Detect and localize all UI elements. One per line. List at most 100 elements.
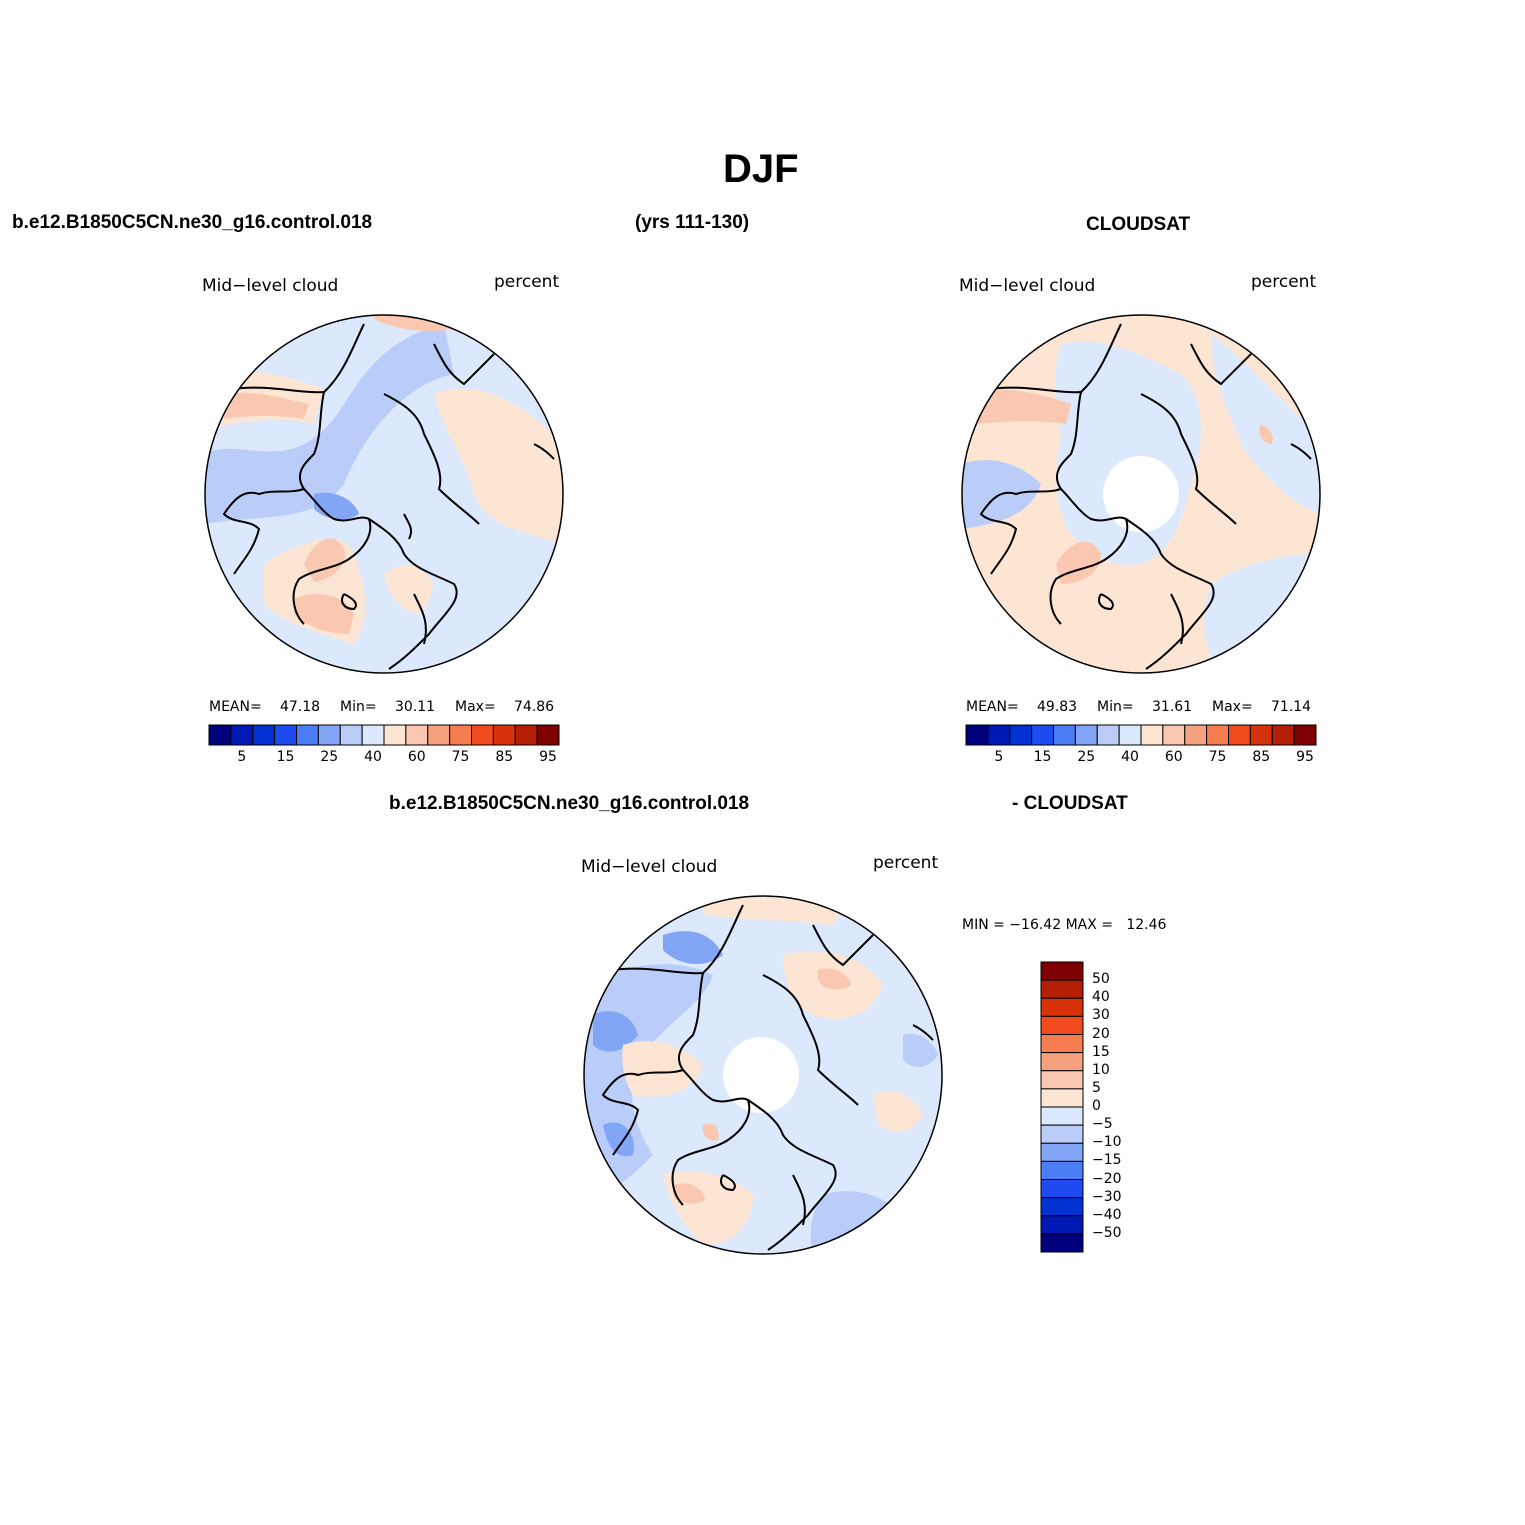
- obs-colorbar-tick-label: 85: [1252, 749, 1271, 765]
- obs-max-value: 71.14: [1271, 699, 1312, 715]
- model-field-salmon-sw: [294, 594, 354, 634]
- obs-colorbar: [965, 724, 1317, 746]
- obs-colorbar-swatch: [1009, 724, 1033, 746]
- diff-colorbar-swatch: [1040, 979, 1084, 999]
- obs-colorbar-tick-label: 40: [1121, 749, 1139, 765]
- diff-field-darkblue-nw: [663, 931, 723, 965]
- model-colorbar-swatch: [361, 724, 385, 746]
- model-max-value: 74.86: [514, 699, 555, 715]
- obs-polar-map: [961, 314, 1321, 674]
- model-colorbar-tick-label: 40: [364, 749, 382, 765]
- model-colorbar-ticks: 5 15 25 40 60 75 85 95: [209, 749, 559, 769]
- model-max-label: Max=: [455, 699, 496, 715]
- obs-colorbar-swatch: [1074, 724, 1098, 746]
- model-polar-map: [204, 314, 564, 674]
- model-min-label: Min=: [340, 699, 377, 715]
- obs-colorbar-swatch: [1053, 724, 1076, 746]
- obs-variable-label: Mid−level cloud: [959, 276, 1096, 296]
- diff-colorbar-tick-label: −15: [1092, 1152, 1122, 1169]
- model-colorbar-swatch: [427, 724, 451, 746]
- diff-field-salmon-ne: [818, 968, 851, 990]
- diff-colorbar: [1040, 961, 1084, 1253]
- diff-colorbar-swatch: [1040, 1106, 1084, 1126]
- diff-missing-pole: [723, 1037, 799, 1113]
- model-field-peach-ne: [434, 388, 563, 544]
- diff-field-salmon-south: [673, 1183, 705, 1204]
- obs-min-label: Min=: [1097, 699, 1134, 715]
- diff-colorbar-tick-label: −30: [1092, 1188, 1122, 1205]
- diff-colorbar-ticks: 50 40 30 20 15 10 5 0 −5 −10 −15 −20 −30 −40 −50: [1092, 962, 1152, 1252]
- obs-colorbar-swatch: [1249, 724, 1273, 746]
- obs-colorbar-tick-label: 15: [1033, 749, 1052, 765]
- obs-colorbar-tick-label: 60: [1164, 749, 1183, 765]
- diff-colorbar-swatch: [1040, 1179, 1084, 1199]
- diff-colorbar-swatch: [1040, 1142, 1084, 1162]
- diff-colorbar-tick-label: 40: [1092, 989, 1110, 1006]
- obs-colorbar-swatch: [1096, 724, 1120, 746]
- model-min-value: 30.11: [395, 699, 436, 715]
- diff-colorbar-tick-label: −10: [1092, 1134, 1122, 1151]
- diff-colorbar-swatch: [1040, 1124, 1084, 1144]
- diff-colorbar-swatch: [1040, 1070, 1084, 1090]
- obs-colorbar-swatch: [1140, 724, 1164, 746]
- diff-colorbar-tick-label: −5: [1092, 1116, 1113, 1133]
- obs-mean-value: 49.83: [1037, 699, 1078, 715]
- diff-colorbar-tick-label: −20: [1092, 1170, 1122, 1187]
- model-field-peach-siberia: [384, 565, 434, 614]
- diff-field-peach-center: [622, 1041, 703, 1097]
- case-name-header: b.e12.B1850C5CN.ne30_g16.control.018: [12, 212, 373, 233]
- diff-colorbar-tick-label: 15: [1092, 1043, 1110, 1060]
- model-colorbar-swatch: [514, 724, 538, 746]
- obs-missing-pole: [1103, 456, 1179, 532]
- diff-colorbar-tick-label: 5: [1092, 1079, 1101, 1096]
- model-field-salmon-nw: [224, 392, 309, 419]
- obs-mean-label: MEAN=: [966, 699, 1019, 715]
- obs-colorbar-swatch: [1184, 724, 1208, 746]
- model-field-blue-band: [205, 324, 454, 524]
- obs-units-label: percent: [1251, 272, 1317, 292]
- model-colorbar-swatch: [252, 724, 276, 746]
- model-colorbar-swatch: [492, 724, 516, 746]
- model-colorbar-tick-label: 5: [237, 749, 247, 765]
- diff-colorbar-tick-label: 20: [1092, 1025, 1110, 1042]
- model-colorbar-tick-label: 85: [495, 749, 514, 765]
- diff-colorbar-swatch: [1040, 1160, 1084, 1180]
- diff-minmax-label: MIN = −16.42 MAX = 12.46: [962, 917, 1167, 933]
- model-colorbar-tick-label: 60: [407, 749, 426, 765]
- diff-colorbar-swatch: [1040, 1197, 1084, 1217]
- obs-field-salmon-spot: [1259, 424, 1273, 444]
- obs-colorbar-swatch: [965, 724, 989, 746]
- obs-colorbar-tick-label: 25: [1077, 749, 1096, 765]
- model-colorbar-swatch: [405, 724, 429, 746]
- obs-colorbar-swatch: [1206, 724, 1229, 746]
- model-mean-label: MEAN=: [209, 699, 262, 715]
- obs-min-value: 31.61: [1152, 699, 1193, 715]
- model-colorbar-swatch: [383, 724, 407, 746]
- diff-colorbar-swatch: [1040, 1088, 1084, 1108]
- diff-coastlines: [601, 904, 934, 1251]
- diff-colorbar-swatch: [1040, 997, 1084, 1017]
- diff-colorbar-tick-label: −40: [1092, 1206, 1122, 1223]
- obs-colorbar-swatch: [1031, 724, 1054, 746]
- model-colorbar-swatch: [274, 724, 297, 746]
- diff-colorbar-swatch: [1040, 1052, 1084, 1072]
- model-variable-label: Mid−level cloud: [202, 276, 339, 296]
- obs-colorbar-swatch: [1293, 724, 1317, 746]
- obs-colorbar-tick-label: 75: [1208, 749, 1227, 765]
- diff-colorbar-tick-label: 0: [1092, 1098, 1101, 1114]
- model-colorbar-tick-label: 75: [451, 749, 470, 765]
- model-colorbar-swatch: [208, 724, 232, 746]
- obs-name-header: CLOUDSAT: [1086, 214, 1191, 235]
- model-colorbar-tick-label: 15: [276, 749, 295, 765]
- diff-colorbar-tick-label: 50: [1092, 971, 1110, 988]
- obs-field-blue-east: [1211, 334, 1320, 514]
- obs-colorbar-swatch: [1228, 724, 1251, 746]
- model-colorbar-swatch: [230, 724, 254, 746]
- diff-field-peach-east: [873, 1091, 923, 1132]
- obs-colorbar-tick-label: 5: [994, 749, 1004, 765]
- obs-colorbar-swatch: [1118, 724, 1142, 746]
- diff-field-blue-east: [903, 1033, 938, 1067]
- obs-field-salmon-nw: [976, 389, 1071, 424]
- diff-colorbar-tick-label: −50: [1092, 1224, 1122, 1241]
- figure-title: DJF: [723, 147, 799, 191]
